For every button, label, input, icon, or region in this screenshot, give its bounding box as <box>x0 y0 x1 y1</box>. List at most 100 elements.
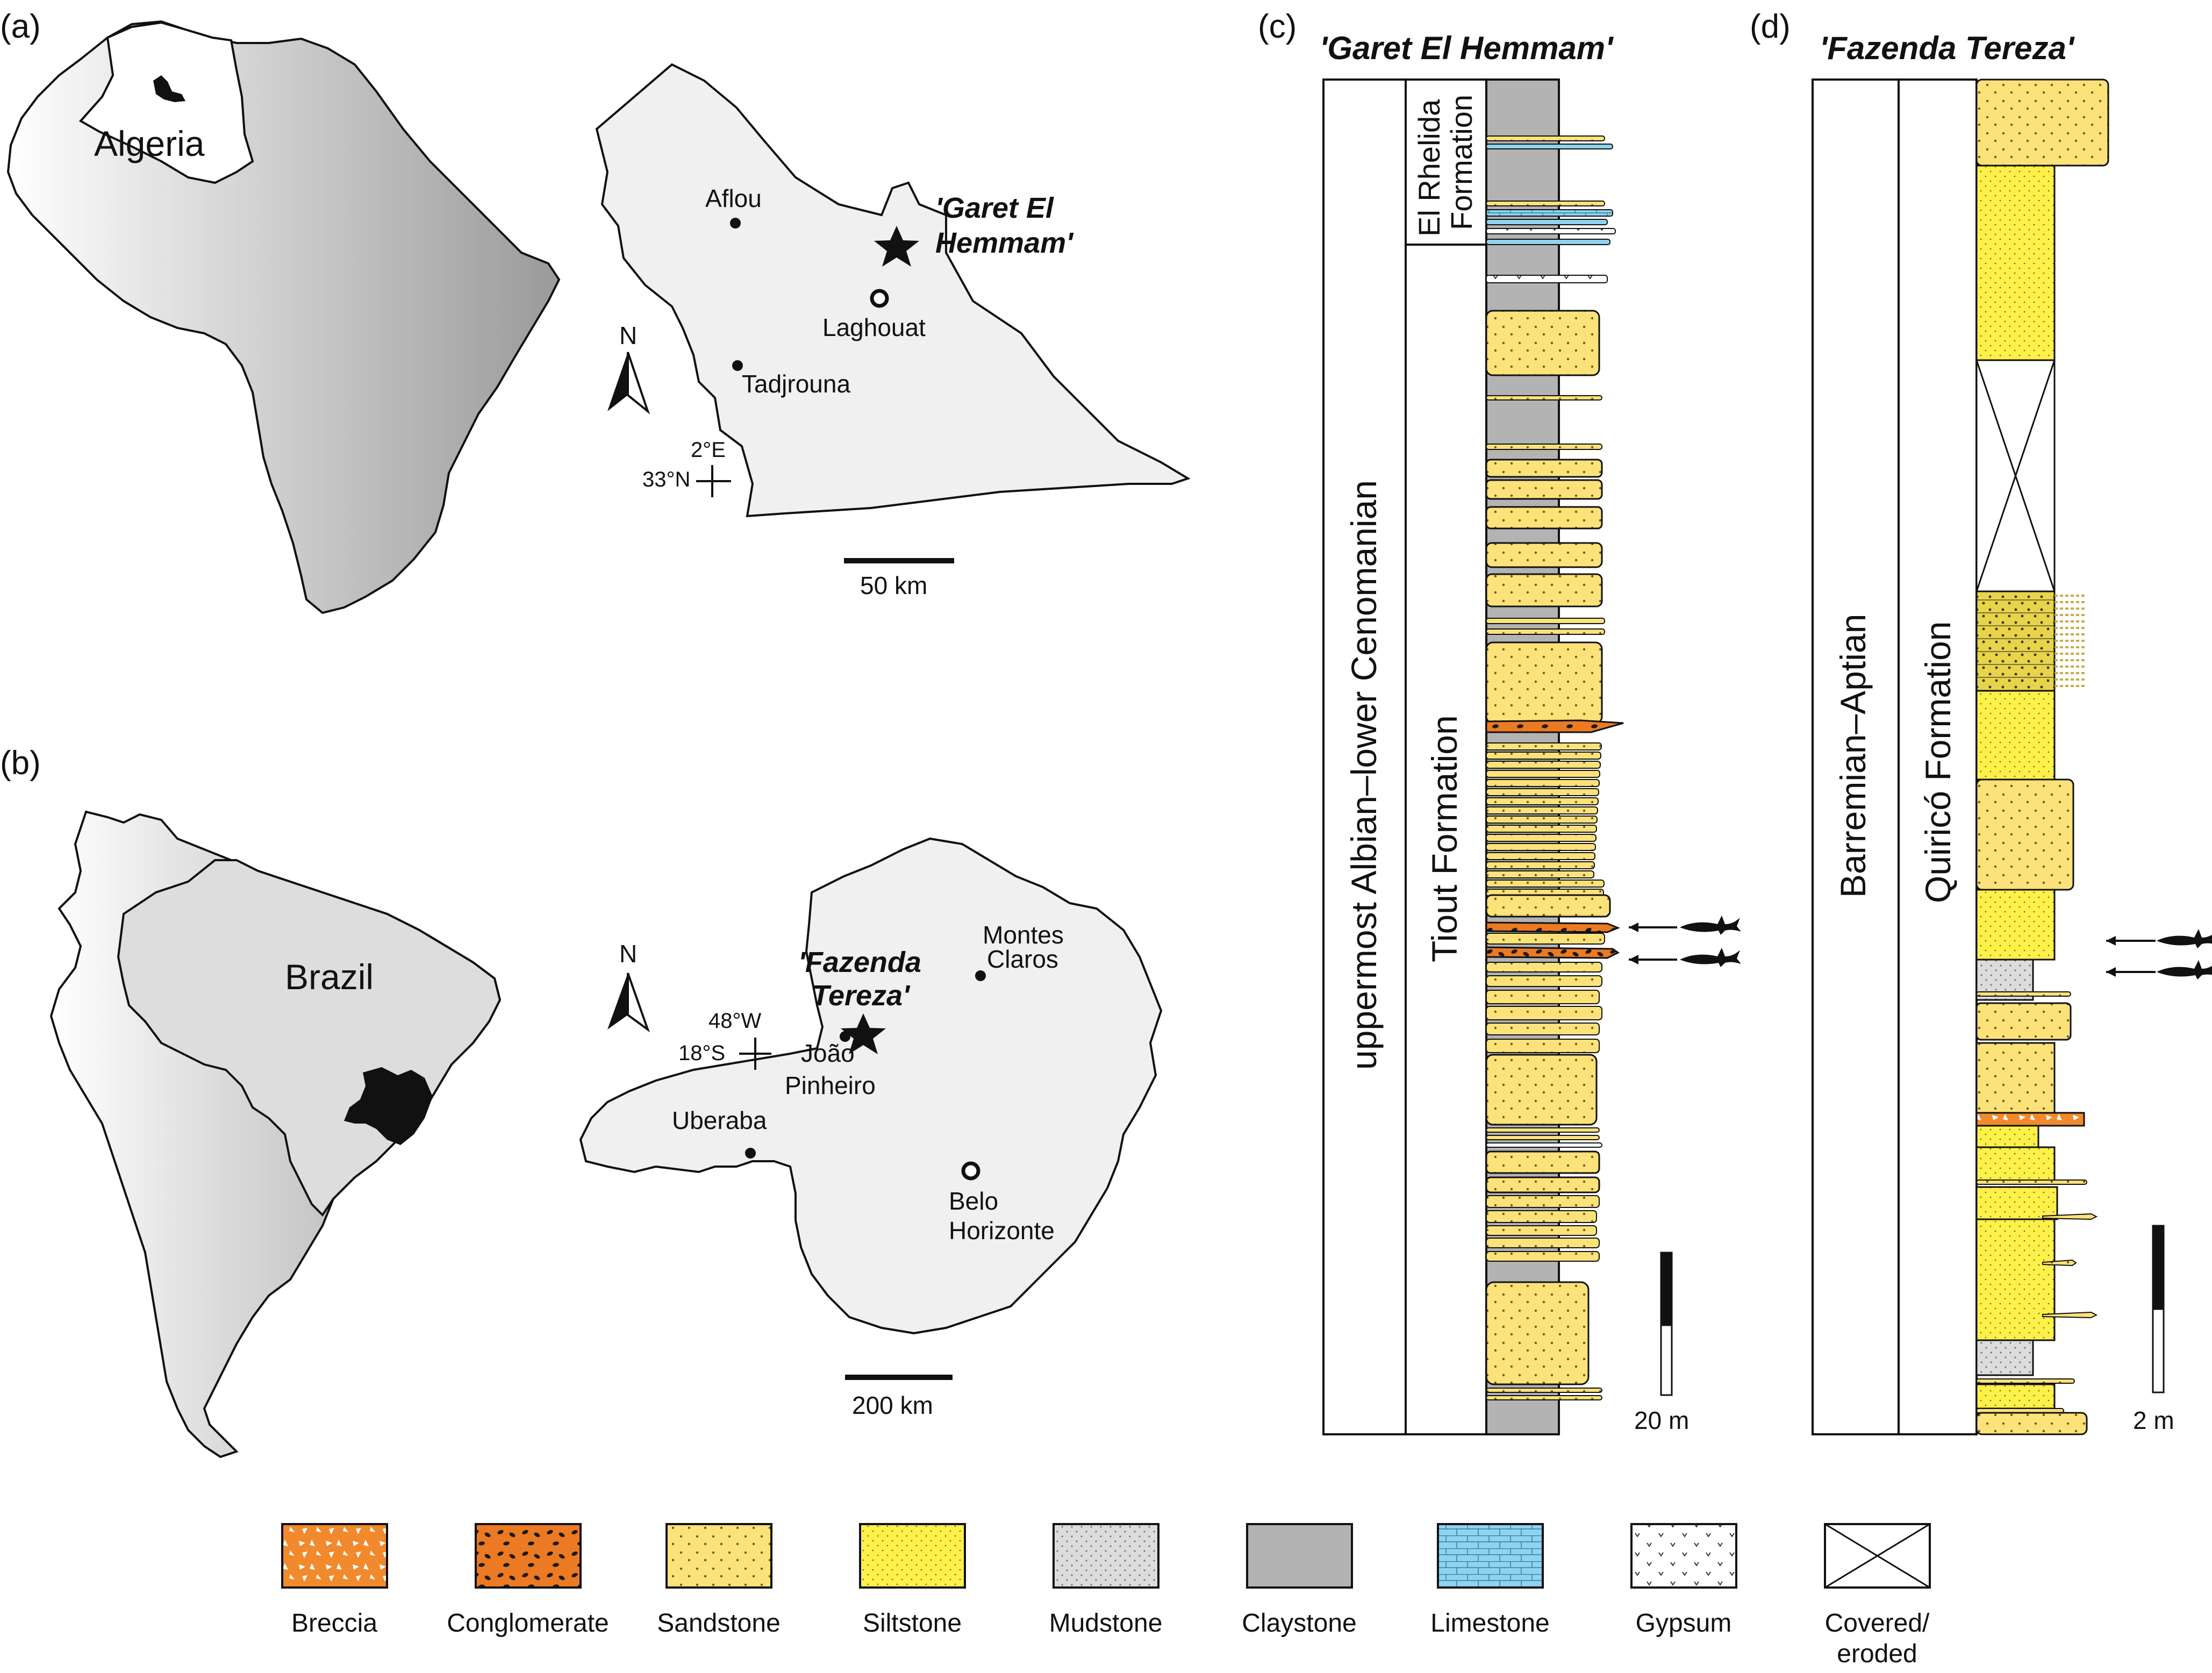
legend-item-claystone: Claystone <box>1242 1523 1357 1638</box>
beds-c-lower <box>1485 894 1621 1400</box>
thin-sandstone-bed <box>1486 806 1598 814</box>
formation-upper-2: Formation <box>1444 95 1478 230</box>
panel-c-label: (c) <box>1258 8 1297 45</box>
scale-label-b: 200 km <box>852 1391 933 1419</box>
site-star-garet <box>874 226 919 267</box>
country-brazil: Brazil <box>285 957 374 997</box>
lon-a: 2°E <box>691 438 726 462</box>
thin-sandstone-bed <box>1486 852 1595 860</box>
thin-sandstone-bed <box>1486 770 1600 778</box>
town-joao-2: Pinheiro <box>785 1071 876 1099</box>
tadjrouna-dot <box>732 360 743 371</box>
panel-b-label: (b) <box>0 745 41 782</box>
town-joao-1: João <box>801 1039 855 1067</box>
shark-icon <box>2157 960 2212 980</box>
laghouat-circle <box>870 289 889 308</box>
uberaba-dot <box>745 1148 756 1159</box>
legend-label: Conglomerate <box>447 1609 609 1638</box>
town-tadjrouna: Tadjrouna <box>742 370 850 398</box>
legend-label: Breccia <box>291 1609 377 1638</box>
town-belo-1: Belo <box>949 1187 998 1215</box>
legend-label-2: eroded <box>1837 1640 1917 1668</box>
panel-d-label: (d) <box>1750 8 1791 45</box>
shark-icon <box>1680 916 1741 935</box>
legend-item-mudstone: Mudstone <box>1049 1523 1163 1638</box>
site-garet-line1: 'Garet El <box>935 192 1054 224</box>
legend-label: Gypsum <box>1636 1609 1732 1638</box>
montes-claros-dot <box>975 970 986 981</box>
thin-sandstone-bed <box>1486 843 1596 851</box>
legend-item-gypsum: Gypsum <box>1630 1523 1737 1638</box>
beds-d <box>1975 78 2109 1435</box>
age-label-d: Barremian–Aptian <box>1833 614 1873 898</box>
town-montes-1: Montes <box>983 921 1064 949</box>
scalebar-b: 200 km <box>845 1375 953 1419</box>
laghouat-region <box>595 63 1191 518</box>
legend-label: Sandstone <box>657 1609 781 1638</box>
shark-markers-c <box>1629 916 1741 967</box>
town-belo-2: Horizonte <box>949 1217 1055 1245</box>
graticule-b: 48°W 18°S <box>678 1009 771 1070</box>
algeria-region-marker <box>153 75 185 102</box>
legend-label: Mudstone <box>1049 1609 1163 1638</box>
shark-markers-d <box>2106 929 2212 980</box>
legend: Breccia Conglomerate Sandstone Siltstone… <box>281 1523 1931 1668</box>
scalebar-d: 2 m <box>2133 1225 2174 1434</box>
thin-sandstone-bed <box>1486 825 1597 833</box>
thin-sandstone-bed <box>1486 761 1601 769</box>
beds-c <box>1485 135 1624 733</box>
africa-outline <box>6 20 561 614</box>
age-label-c: uppermost Albian–lower Cenomanian <box>1344 480 1384 1070</box>
town-uberaba: Uberaba <box>672 1106 767 1134</box>
legend-label: Claystone <box>1242 1609 1356 1638</box>
thin-sandstone-bed <box>1486 797 1599 805</box>
site-garet-line2: Hemmam' <box>935 227 1074 259</box>
panel-c-title: 'Garet El Hemmam' <box>1320 30 1614 66</box>
site-star-fazenda <box>841 1013 886 1054</box>
town-laghouat: Laghouat <box>822 313 926 341</box>
thin-sandstone-bed <box>1486 834 1597 842</box>
scalebar-a: 50 km <box>844 558 954 599</box>
belo-horizonte-circle <box>961 1161 980 1181</box>
thin-sandstone-bed <box>1486 752 1601 760</box>
lat-b: 18°S <box>678 1041 725 1065</box>
aflou-dot <box>730 218 741 228</box>
scale-label-c: 20 m <box>1634 1406 1689 1434</box>
legend-item-breccia: Breccia <box>281 1523 388 1638</box>
legend-item-conglomerate: Conglomerate <box>447 1523 609 1638</box>
country-algeria: Algeria <box>94 124 205 163</box>
north-arrow-b: N <box>607 940 650 1033</box>
north-label-a: N <box>619 321 637 349</box>
site-fazenda-line2: Tereza' <box>812 980 911 1012</box>
scale-label-d: 2 m <box>2133 1406 2174 1434</box>
formation-lower-c: Tiout Formation <box>1424 715 1464 962</box>
north-arrow-a: N <box>607 321 650 414</box>
legend-item-sandstone: Sandstone <box>657 1523 781 1638</box>
legend-item-siltstone: Siltstone <box>859 1523 966 1638</box>
legend-label: Covered/ <box>1825 1609 1930 1638</box>
town-aflou: Aflou <box>705 184 762 212</box>
shark-icon <box>2157 929 2212 948</box>
panel-a-label: (a) <box>0 8 41 45</box>
legend-item-limestone: Limestone <box>1430 1523 1550 1638</box>
thin-sandstone-bed <box>1486 816 1598 824</box>
lon-b: 48°W <box>708 1009 761 1033</box>
thin-sandstone-bed <box>1486 861 1595 869</box>
scale-label-a: 50 km <box>860 571 927 599</box>
formation-upper-1: El Rhelida <box>1412 99 1446 237</box>
panel-d-title: 'Fazenda Tereza' <box>1820 30 2075 66</box>
site-fazenda-line1: 'Fazenda <box>798 946 921 978</box>
minas-gerais-marker <box>344 1067 433 1145</box>
graticule-a: 2°E 33°N <box>642 438 731 497</box>
scalebar-c: 20 m <box>1634 1252 1689 1434</box>
minas-gerais-region <box>579 837 1163 1335</box>
beds-c-stack <box>1486 742 1605 897</box>
legend-label: Limestone <box>1430 1609 1549 1638</box>
town-montes-2: Claros <box>987 945 1058 973</box>
siltmix-fringe <box>2054 595 2086 687</box>
lat-a: 33°N <box>642 468 690 491</box>
thin-sandstone-bed <box>1486 870 1594 878</box>
thin-sandstone-bed <box>1486 742 1602 750</box>
thin-sandstone-bed <box>1486 788 1599 796</box>
